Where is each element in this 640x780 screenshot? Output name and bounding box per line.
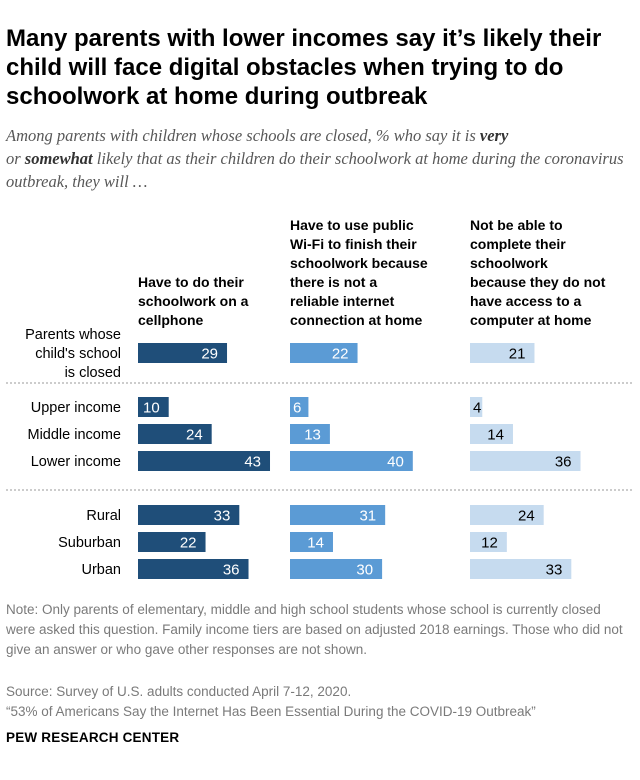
value-label-s1-r2: 10	[143, 400, 160, 417]
bar-s1-r3	[138, 424, 212, 444]
value-label-s1-r3: 24	[186, 427, 203, 444]
bar-s3-r5	[470, 505, 544, 525]
bar-s2-r5	[290, 505, 386, 525]
value-label-s2-r7: 30	[356, 562, 373, 579]
column-header-2: Have to use public Wi-Fi to finish their s…	[290, 217, 428, 328]
bar-s2-r2	[290, 397, 309, 417]
row-label-2: Upper income	[31, 400, 121, 416]
bar-s3-r3	[470, 424, 513, 444]
value-label-s2-r2: 6	[293, 400, 301, 417]
value-label-s1-r5: 33	[214, 508, 231, 525]
subtitle-part-3: likely that as their children do their s…	[6, 149, 624, 191]
value-label-s3-r4: 36	[555, 454, 572, 471]
bar-s1-r5	[138, 505, 240, 525]
value-label-s1-r7: 36	[223, 562, 240, 579]
subtitle-emphasis-somewhat: somewhat	[24, 149, 93, 168]
value-label-s2-r6: 14	[307, 535, 324, 552]
bar-s3-r1	[470, 343, 535, 363]
bar-s2-r7	[290, 559, 383, 579]
chart-subtitle: Among parents with children whose school…	[6, 124, 636, 193]
bar-s1-r6	[138, 532, 206, 552]
value-label-s1-r4: 43	[244, 454, 261, 471]
row-label-1: Parents whose child's school is closed	[25, 327, 121, 381]
row-label-7: Urban	[82, 562, 122, 578]
value-label-s3-r2: 4	[473, 400, 481, 417]
value-label-s3-r6: 12	[481, 535, 498, 552]
subtitle-emphasis-very: very	[479, 126, 509, 145]
bar-s2-r3	[290, 424, 330, 444]
subtitle-part-1: Among parents with children whose school…	[6, 126, 480, 145]
row-label-6: Suburban	[58, 535, 121, 551]
value-label-s1-r1: 29	[201, 346, 218, 363]
row-label-5: Rural	[86, 508, 121, 524]
value-label-s1-r6: 22	[180, 535, 197, 552]
bar-s3-r4	[470, 451, 581, 471]
chart-title: Many parents with lower incomes say it’s…	[6, 25, 602, 110]
value-label-s2-r3: 13	[304, 427, 321, 444]
value-label-s3-r1: 21	[509, 346, 526, 363]
bar-s1-r7	[138, 559, 249, 579]
pew-logo-text: PEW RESEARCH CENTER	[6, 730, 180, 745]
column-header-3: Not be able to complete their schoolwork be…	[470, 217, 606, 328]
chart-note: Note: Only parents of elementary, middle…	[6, 602, 623, 657]
bar-s1-r4	[138, 451, 271, 471]
value-label-s3-r5: 24	[518, 508, 535, 525]
bar-s2-r6	[290, 532, 333, 552]
bar-chart: Have to do their schoolwork on a cellphone…	[6, 217, 634, 579]
bar-s1-r1	[138, 343, 228, 363]
bar-s3-r2	[470, 397, 483, 417]
value-label-s2-r4: 40	[387, 454, 404, 471]
column-header-1: Have to do their schoolwork on a cellphone	[138, 274, 249, 328]
value-label-s2-r1: 22	[332, 346, 349, 363]
bar-s2-r1	[290, 343, 358, 363]
subtitle-part-2: or	[6, 149, 25, 168]
bar-s2-r4	[290, 451, 413, 471]
bar-s1-r2	[138, 397, 169, 417]
chart-source: Source: Survey of U.S. adults conducted …	[6, 684, 352, 699]
value-label-s3-r3: 14	[487, 427, 504, 444]
value-label-s2-r5: 31	[359, 508, 376, 525]
row-label-4: Lower income	[31, 454, 121, 470]
bar-s3-r6	[470, 532, 507, 552]
report-title: “53% of Americans Say the Internet Has B…	[6, 704, 536, 719]
value-label-s3-r7: 33	[546, 562, 563, 579]
row-label-3: Middle income	[28, 427, 122, 443]
bar-s3-r7	[470, 559, 572, 579]
